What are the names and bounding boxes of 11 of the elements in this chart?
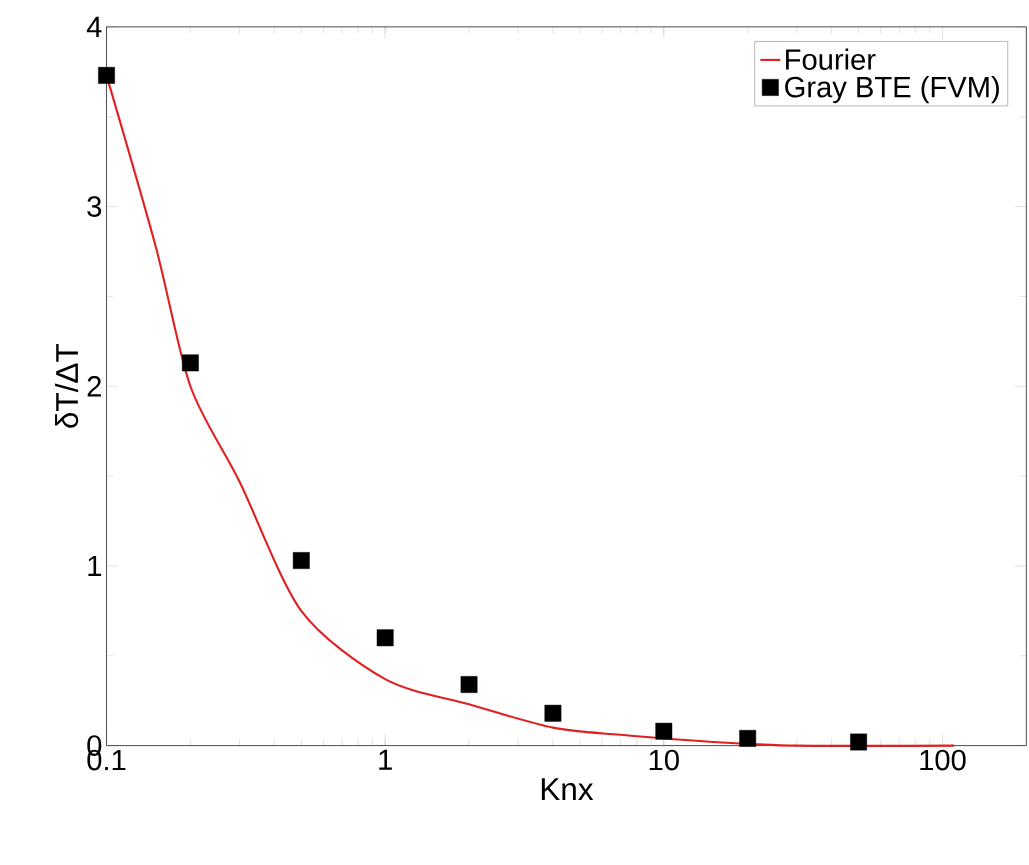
x-tick-label: 10 xyxy=(649,749,679,771)
y-tick-label: 4 xyxy=(86,16,102,37)
y-tick-label: 1 xyxy=(88,555,101,576)
x-axis-title: Knx xyxy=(541,778,594,801)
legend-label: Gray BTE (FVM) xyxy=(785,75,999,104)
y-tick-label: 3 xyxy=(87,196,102,217)
y-tick-label: 2 xyxy=(87,376,101,397)
y-axis-title: δT/ΔT xyxy=(55,344,79,428)
x-tick-label: 1 xyxy=(379,749,392,770)
x-tick-label: 100 xyxy=(920,749,966,771)
legend-label: Fourier xyxy=(786,48,876,70)
